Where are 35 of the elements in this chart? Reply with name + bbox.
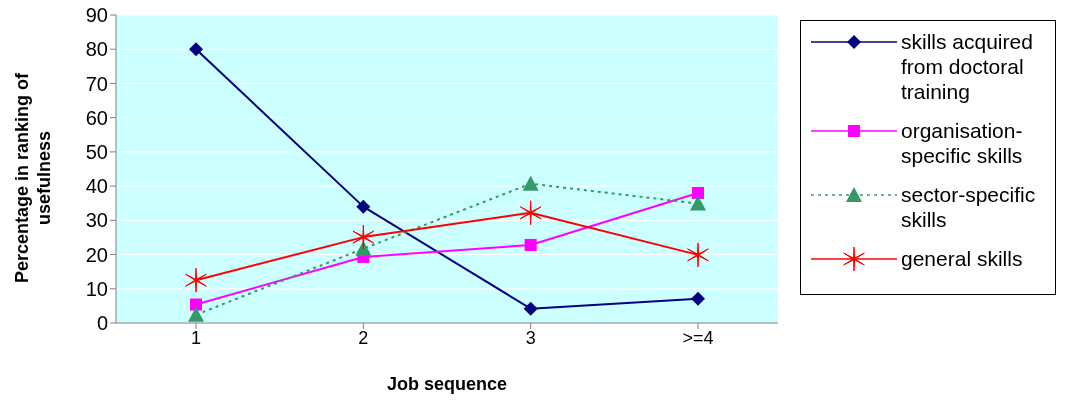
point xyxy=(190,298,202,311)
point xyxy=(691,291,705,306)
x-tick-label: 1 xyxy=(190,327,202,348)
x-axis-title: Job sequence xyxy=(385,374,508,395)
point xyxy=(185,267,207,293)
y-tick-label: 80 xyxy=(85,38,108,61)
x-tick-label: 2 xyxy=(358,327,369,348)
y-tick-label: 30 xyxy=(85,209,108,232)
point xyxy=(352,224,375,250)
y-tick-label: 60 xyxy=(85,106,108,129)
y-tick-label: 10 xyxy=(85,277,108,300)
y-tick-label: 40 xyxy=(85,175,108,198)
legend-label: skills acquired from doctoral training xyxy=(901,29,1034,104)
point xyxy=(687,242,709,268)
point xyxy=(523,301,538,316)
legend-label: general skills xyxy=(901,246,1023,271)
y-tick-label: 50 xyxy=(85,140,108,163)
point xyxy=(356,199,371,214)
point xyxy=(692,186,704,199)
legend-label: organisation-specific skills xyxy=(901,118,1024,168)
point xyxy=(524,238,537,251)
x-tick-label: 3 xyxy=(525,327,536,348)
legend-label: sector-specific skills xyxy=(901,182,1037,232)
x-tick-label: >=4 xyxy=(682,327,714,348)
point xyxy=(519,200,542,226)
y-tick-label: 0 xyxy=(96,312,108,335)
point xyxy=(690,195,706,211)
y-tick-label: 90 xyxy=(85,4,108,27)
point xyxy=(188,306,204,322)
point xyxy=(189,42,203,57)
y-tick-label: 20 xyxy=(85,243,108,266)
y-tick-label: 70 xyxy=(85,72,108,95)
point xyxy=(355,240,372,256)
point xyxy=(522,175,539,191)
y-axis-title: Percentage in ranking of usefulness xyxy=(11,71,55,286)
